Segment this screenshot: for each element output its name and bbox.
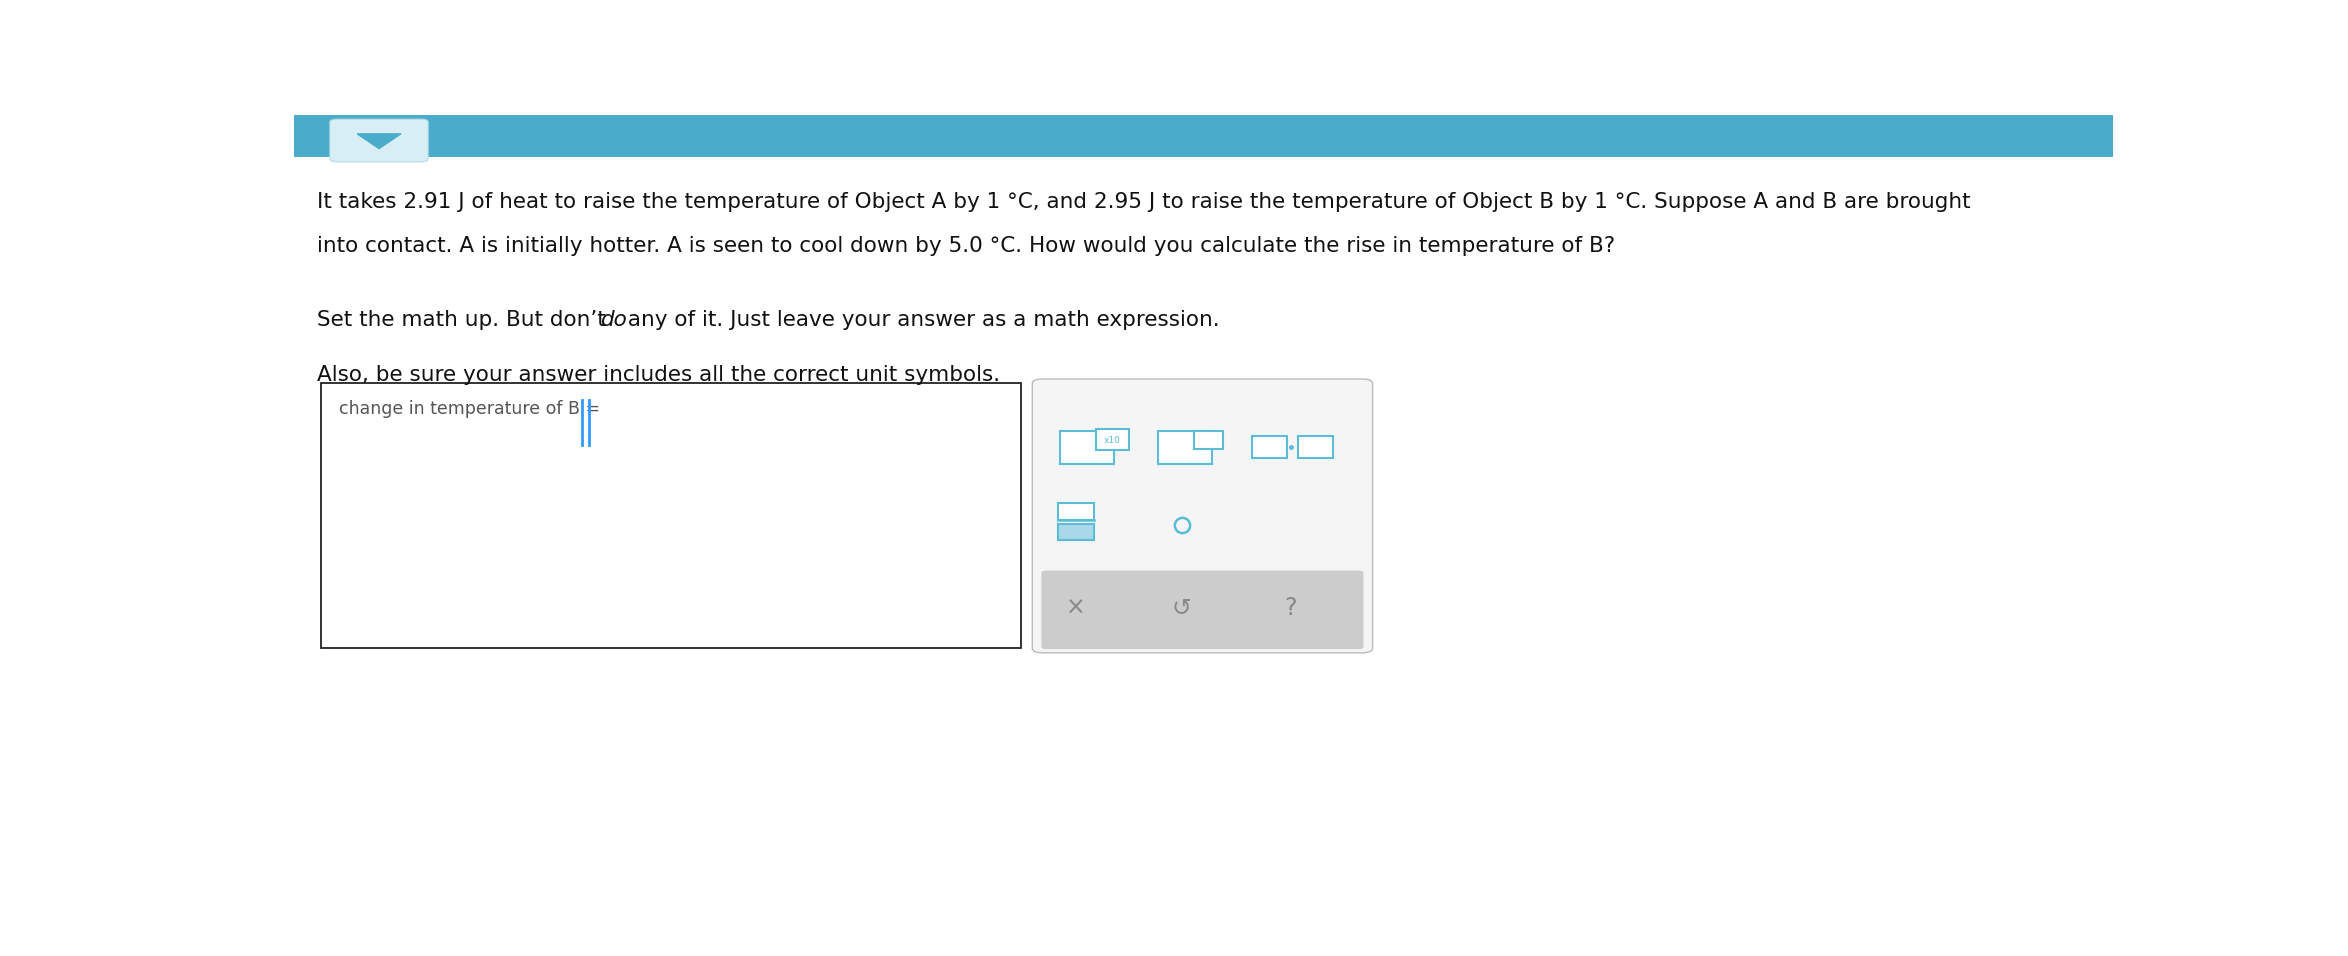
Text: change in temperature of B =: change in temperature of B = — [338, 400, 606, 418]
FancyBboxPatch shape — [1059, 524, 1094, 540]
Text: into contact. A is initially hotter. A is seen to cool down by 5.0 °C. How would: into contact. A is initially hotter. A i… — [317, 236, 1615, 256]
Text: Also, be sure your answer includes all the correct unit symbols.: Also, be sure your answer includes all t… — [317, 365, 1000, 385]
FancyBboxPatch shape — [1059, 431, 1115, 464]
FancyBboxPatch shape — [294, 115, 2113, 158]
Text: It takes 2.91 J of heat to raise the temperature of Object A by 1 °C, and 2.95 J: It takes 2.91 J of heat to raise the tem… — [317, 192, 1970, 212]
FancyBboxPatch shape — [1043, 571, 1364, 649]
Text: do: do — [599, 310, 627, 330]
Text: x10: x10 — [1104, 436, 1120, 445]
FancyBboxPatch shape — [1298, 436, 1334, 458]
FancyBboxPatch shape — [1251, 436, 1287, 458]
Text: ↺: ↺ — [1172, 596, 1190, 619]
Text: ?: ? — [1284, 596, 1296, 619]
FancyBboxPatch shape — [1158, 431, 1212, 464]
Text: ×: × — [1066, 596, 1085, 619]
FancyBboxPatch shape — [1059, 504, 1094, 520]
FancyBboxPatch shape — [322, 383, 1021, 648]
FancyBboxPatch shape — [1097, 429, 1129, 450]
Text: any of it. Just leave your answer as a math expression.: any of it. Just leave your answer as a m… — [620, 310, 1219, 330]
FancyBboxPatch shape — [1195, 431, 1223, 449]
FancyBboxPatch shape — [329, 120, 427, 162]
FancyBboxPatch shape — [1033, 379, 1374, 653]
Polygon shape — [357, 134, 402, 148]
Text: Set the math up. But don’t: Set the math up. But don’t — [317, 310, 613, 330]
